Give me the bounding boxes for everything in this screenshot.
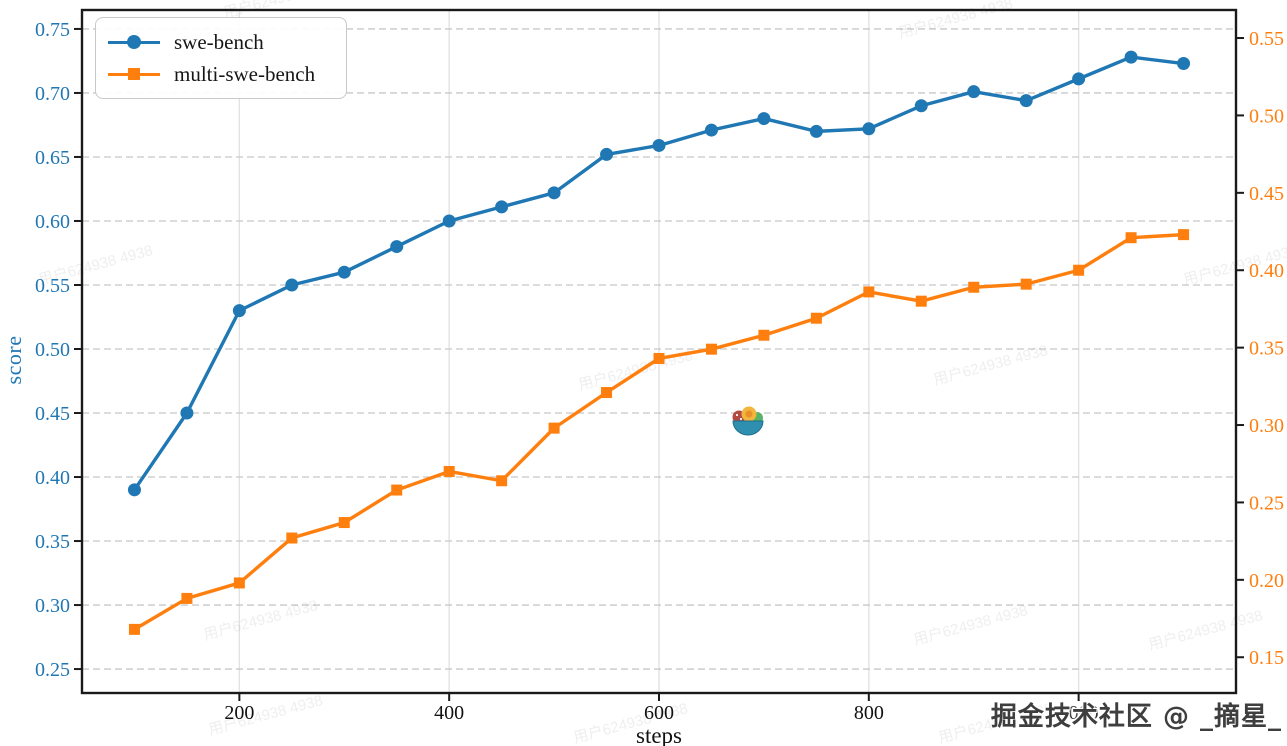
data-point-swe-bench: [547, 186, 561, 200]
left-tick-label: 0.45: [35, 403, 70, 425]
left-tick-label: 0.70: [35, 83, 70, 105]
data-point-multi-swe-bench: [338, 517, 350, 529]
left-tick-label: 0.65: [35, 147, 70, 169]
legend-item-multi-swe-bench: multi-swe-bench: [108, 58, 334, 90]
legend-label-multi-swe-bench: multi-swe-bench: [174, 61, 316, 86]
data-point-swe-bench: [809, 124, 823, 138]
swe-bench-marker-icon: [108, 35, 160, 49]
data-point-multi-swe-bench: [653, 352, 665, 364]
data-point-multi-swe-bench: [915, 295, 927, 307]
data-point-multi-swe-bench: [181, 592, 193, 604]
data-point-multi-swe-bench: [810, 312, 822, 324]
data-point-multi-swe-bench: [233, 577, 245, 589]
legend-item-swe-bench: swe-bench: [108, 26, 334, 58]
data-point-swe-bench: [1072, 72, 1086, 86]
right-tick-label: 0.35: [1249, 338, 1284, 360]
data-point-swe-bench: [862, 122, 876, 136]
user-watermark-text: 用户624938 4938: [897, 0, 1015, 42]
data-point-swe-bench: [285, 278, 299, 292]
left-tick-label: 0.30: [35, 595, 70, 617]
right-tick-label: 0.15: [1249, 647, 1284, 669]
x-axis-label: steps: [636, 723, 682, 746]
y-axis-label: score: [1, 335, 26, 385]
data-point-swe-bench: [232, 304, 246, 318]
citrus-core-shape: [745, 410, 753, 418]
left-tick-label: 0.35: [35, 531, 70, 553]
right-tick-label: 0.45: [1249, 183, 1284, 205]
data-point-multi-swe-bench: [286, 532, 298, 544]
data-point-swe-bench: [442, 214, 456, 228]
data-point-multi-swe-bench: [1125, 232, 1137, 244]
user-watermark-text: 用户624938 4938: [912, 602, 1030, 649]
x-tick-label: 1000: [1059, 702, 1099, 724]
data-point-swe-bench: [495, 200, 509, 214]
data-point-multi-swe-bench: [601, 387, 613, 399]
data-point-multi-swe-bench: [548, 422, 560, 434]
berry-dot: [735, 413, 739, 417]
berry-dot: [739, 417, 743, 421]
right-tick-label: 0.40: [1249, 260, 1284, 282]
data-point-swe-bench: [600, 147, 614, 161]
data-point-multi-swe-bench: [1178, 229, 1190, 241]
data-point-swe-bench: [1124, 50, 1138, 64]
data-point-swe-bench: [180, 406, 194, 420]
legend-label-swe-bench: swe-bench: [174, 29, 264, 54]
data-point-swe-bench: [390, 240, 404, 254]
data-point-multi-swe-bench: [758, 329, 770, 341]
data-point-multi-swe-bench: [1073, 264, 1085, 276]
x-tick-label: 600: [644, 702, 674, 724]
bowl-shape: [732, 420, 764, 436]
data-point-multi-swe-bench: [863, 286, 875, 298]
juejin-credit-watermark: 掘金技术社区 @ _摘星_: [990, 702, 1282, 732]
right-tick-label: 0.25: [1249, 492, 1284, 514]
left-tick-label: 0.75: [35, 19, 70, 41]
data-point-multi-swe-bench: [496, 475, 508, 487]
right-tick-label: 0.55: [1249, 28, 1284, 50]
left-tick-label: 0.40: [35, 467, 70, 489]
data-point-multi-swe-bench: [443, 465, 455, 477]
right-tick-label: 0.50: [1249, 105, 1284, 127]
data-point-swe-bench: [337, 265, 351, 279]
left-tick-label: 0.55: [35, 275, 70, 297]
left-tick-label: 0.60: [35, 211, 70, 233]
multi-swe-bench-marker-icon: [108, 67, 160, 81]
right-tick-label: 0.20: [1249, 570, 1284, 592]
left-tick-label: 0.25: [35, 659, 70, 681]
data-point-swe-bench: [967, 85, 981, 99]
data-point-multi-swe-bench: [391, 484, 403, 496]
data-point-swe-bench: [127, 483, 141, 497]
data-point-swe-bench: [704, 123, 718, 137]
x-tick-label: 200: [224, 702, 254, 724]
user-watermark-text: 用户624938 4938: [202, 597, 320, 644]
data-point-multi-swe-bench: [705, 343, 717, 355]
x-tick-label: 800: [854, 702, 884, 724]
data-point-swe-bench: [652, 138, 666, 152]
user-watermark-text: 用户624938 4938: [1147, 607, 1265, 654]
x-tick-label: 400: [434, 702, 464, 724]
data-point-multi-swe-bench: [1020, 278, 1032, 290]
legend: swe-bench multi-swe-bench: [95, 17, 347, 99]
left-tick-label: 0.50: [35, 339, 70, 361]
fruit-bowl-sticker: [732, 406, 764, 436]
right-tick-label: 0.30: [1249, 415, 1284, 437]
data-point-swe-bench: [757, 112, 771, 126]
data-point-multi-swe-bench: [968, 281, 980, 293]
data-point-multi-swe-bench: [128, 623, 140, 635]
data-point-swe-bench: [914, 99, 928, 113]
data-point-swe-bench: [1019, 94, 1033, 108]
data-point-swe-bench: [1177, 57, 1191, 71]
